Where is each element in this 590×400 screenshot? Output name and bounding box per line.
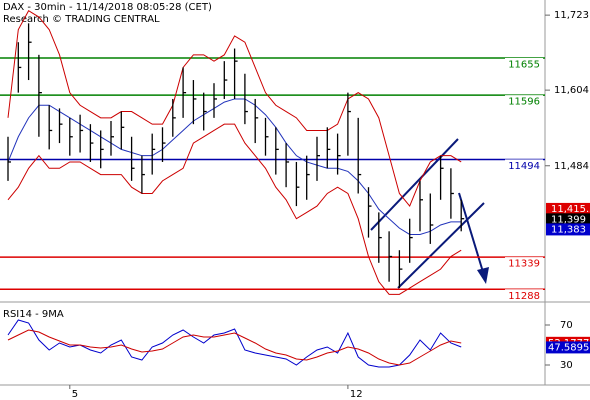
rsi-tick-label: 70 (560, 320, 573, 331)
price-tag-label: 11,415.5 (551, 204, 590, 215)
y-tick-label: 11,604 (554, 85, 589, 96)
rsi-title: RSI14 - 9MA (3, 309, 64, 320)
level-label: 11339 (508, 259, 540, 270)
level-label-box (505, 95, 543, 108)
price-tag (546, 213, 590, 226)
x-tick-label: 5 (72, 389, 78, 400)
level-label-box (505, 57, 543, 70)
level-label-box (505, 159, 543, 172)
chart-subtitle: Research © TRADING CENTRAL (3, 14, 160, 25)
rsi-tick-label: 30 (560, 360, 573, 371)
level-label: 11655 (508, 59, 540, 70)
rsi-tag (546, 341, 590, 354)
chart-title: DAX - 30min - 11/14/2018 08:05:28 (CET) (3, 2, 212, 13)
channel-lower (397, 202, 485, 289)
level-label-box (505, 257, 543, 270)
rsi-line (7, 319, 462, 368)
level-label: 11596 (508, 97, 540, 108)
y-tick-label: 11,723 (554, 10, 589, 21)
level-label-box (505, 289, 543, 302)
price-tag-label: 11,399 (551, 214, 586, 225)
level-label: 11288 (508, 291, 540, 302)
overlay-line (7, 123, 462, 295)
y-tick-label: 11,484 (554, 161, 589, 172)
forecast-arrow (458, 192, 484, 273)
x-tick-label: 12 (350, 389, 363, 400)
rsi-line (7, 329, 462, 366)
price-tag (546, 202, 590, 215)
price-tag (546, 223, 590, 236)
price-tag-label: 11,383 (551, 224, 586, 235)
arrow-head (477, 267, 489, 284)
level-label: 11494 (508, 161, 540, 172)
rsi-tag-label: 47.5895 (548, 342, 589, 353)
overlay-line (7, 10, 462, 208)
